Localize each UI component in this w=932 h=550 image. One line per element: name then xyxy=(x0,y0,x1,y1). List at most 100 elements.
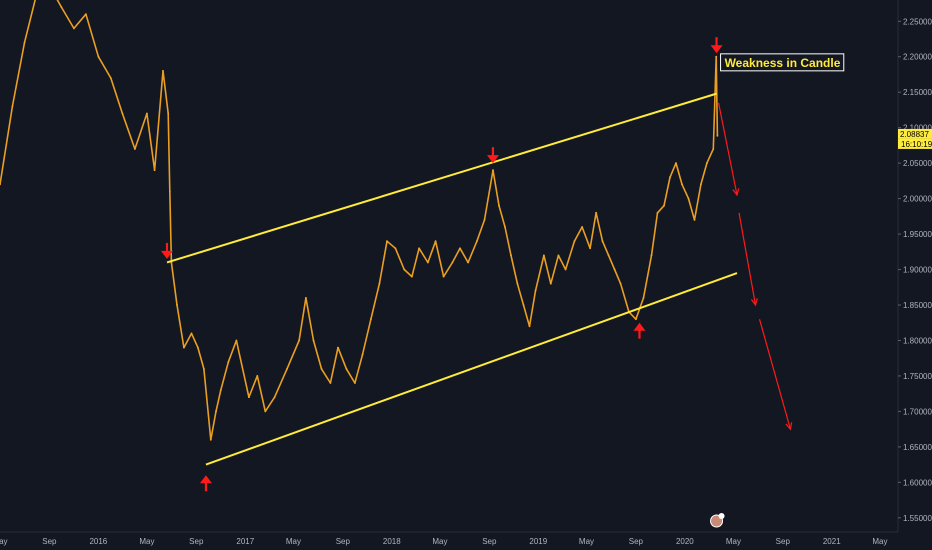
price-point xyxy=(715,55,718,58)
price-point xyxy=(557,254,560,257)
projection-arrow[interactable] xyxy=(738,212,757,306)
price-point xyxy=(329,382,332,384)
price-point xyxy=(264,410,267,413)
x-tick-label: Sep xyxy=(629,537,644,546)
projection-arrow[interactable] xyxy=(758,319,791,430)
marker-head xyxy=(199,475,212,484)
price-point xyxy=(613,268,616,271)
price-point xyxy=(361,353,364,356)
x-tick-label: 2016 xyxy=(89,537,107,546)
price-point xyxy=(11,105,14,108)
projection-arrow[interactable] xyxy=(717,102,738,196)
price-point xyxy=(693,219,696,221)
price-point xyxy=(286,368,288,370)
price-point xyxy=(663,204,665,207)
y-tick-label: 2.00000 xyxy=(903,195,932,204)
price-point xyxy=(601,240,604,243)
y-tick-label: 1.90000 xyxy=(903,266,932,275)
annotation-label: Weakness in Candle xyxy=(725,56,841,70)
price-point xyxy=(162,70,164,72)
price-point xyxy=(197,346,199,349)
price-point xyxy=(650,254,653,257)
price-point xyxy=(534,289,537,292)
price-point xyxy=(528,325,531,328)
price-point xyxy=(146,112,148,115)
channel-upper-line[interactable] xyxy=(166,92,717,264)
pivot-markers-group xyxy=(160,37,723,492)
y-tick-label: 2.05000 xyxy=(903,159,932,168)
arrow-down-icon[interactable] xyxy=(486,147,499,164)
arrow-down-icon[interactable] xyxy=(160,242,173,259)
price-point xyxy=(607,254,610,257)
price-point xyxy=(669,176,671,179)
price-point xyxy=(411,275,413,278)
countdown-label: 16:10:19 xyxy=(901,140,932,149)
price-point xyxy=(510,254,512,257)
y-tick-label: 1.85000 xyxy=(903,301,932,310)
channel-lower-line[interactable] xyxy=(205,272,738,466)
price-point xyxy=(109,77,112,79)
price-point xyxy=(716,135,719,137)
price-point xyxy=(459,247,461,250)
price-point xyxy=(85,13,87,16)
y-tick-label: 1.60000 xyxy=(903,478,932,487)
price-point xyxy=(549,282,552,285)
price-point xyxy=(354,382,356,384)
price-point xyxy=(543,254,545,257)
y-tick-label: 1.65000 xyxy=(903,443,932,452)
earnings-event-icon[interactable] xyxy=(710,513,725,528)
price-point xyxy=(23,41,26,44)
price-point xyxy=(167,112,170,115)
arrow-up-icon[interactable] xyxy=(199,475,212,492)
y-tick-label: 1.95000 xyxy=(903,230,932,239)
price-point xyxy=(687,197,690,200)
marker-head xyxy=(710,45,723,54)
price-point xyxy=(60,6,63,8)
y-tick-label: 1.75000 xyxy=(903,372,932,381)
price-point xyxy=(345,368,348,370)
price-point xyxy=(451,261,454,264)
price-point xyxy=(176,304,178,306)
projection-arrows-group xyxy=(717,102,793,431)
price-point xyxy=(516,282,519,285)
marker-head xyxy=(486,155,499,164)
x-tick-label: Sep xyxy=(42,537,57,546)
x-tick-label: 2018 xyxy=(383,537,401,546)
countdown-badge xyxy=(898,138,932,149)
x-tick-label: Sep xyxy=(189,537,204,546)
price-point xyxy=(712,148,715,150)
price-point xyxy=(305,297,307,299)
price-point xyxy=(298,339,300,342)
price-point xyxy=(73,27,75,30)
price-point xyxy=(467,261,469,264)
price-point xyxy=(153,169,156,172)
price-point xyxy=(256,375,259,377)
x-tick-label: Sep xyxy=(776,537,791,546)
price-point xyxy=(706,162,708,165)
y-axis[interactable]: 2.25000 2.20000 2.15000 2.10000 2.05000 2.000… xyxy=(897,0,932,532)
channel-lines-group xyxy=(166,92,738,466)
y-tick-label: 2.15000 xyxy=(903,88,932,97)
x-tick-label: 2020 xyxy=(676,537,694,546)
price-point xyxy=(273,396,276,399)
x-tick-label: Sep xyxy=(336,537,351,546)
arrow-down-icon[interactable] xyxy=(710,37,723,54)
price-point xyxy=(209,438,212,441)
price-point xyxy=(403,268,406,271)
price-point xyxy=(589,247,591,250)
price-point xyxy=(656,211,659,214)
price-point xyxy=(386,240,388,243)
price-point xyxy=(522,304,525,306)
y-tick-label: 1.55000 xyxy=(903,514,932,523)
price-point xyxy=(134,148,136,150)
y-tick-label: 2.10000 xyxy=(903,124,932,133)
price-point xyxy=(235,339,238,342)
annotation-box[interactable] xyxy=(720,53,845,72)
x-tick-label: May xyxy=(139,537,154,546)
x-tick-label: May xyxy=(726,537,741,546)
price-point xyxy=(483,219,486,221)
x-axis[interactable]: May Sep 2016 May Sep 2017 May Sep 2018 May Sep 2019… xyxy=(0,531,898,546)
price-point xyxy=(427,261,429,264)
arrow-up-icon[interactable] xyxy=(633,322,646,339)
